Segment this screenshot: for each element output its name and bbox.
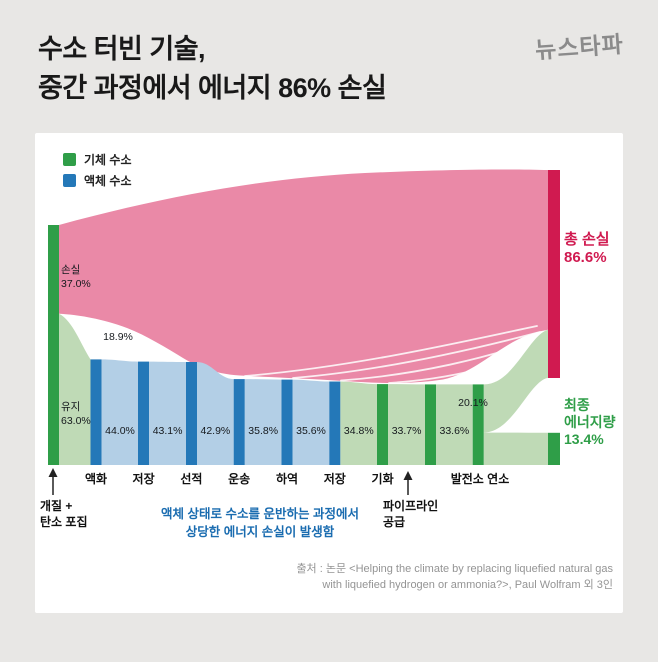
final-energy-label: 최종 에너지량 13.4%: [564, 397, 616, 447]
flow-keep-start: [59, 313, 91, 465]
gas-color-swatch: [63, 153, 76, 166]
bar-final-energy: [548, 432, 560, 465]
chart-legend: 기체 수소 액체 수소: [63, 149, 132, 191]
axis-storage-2: 저장: [323, 472, 346, 486]
legend-label-liquid: 액체 수소: [84, 174, 132, 188]
bar-powerplant: [472, 384, 484, 465]
value-transport: 35.8%: [248, 425, 279, 437]
axis-unloading: 하역: [275, 472, 299, 486]
source-note: 출처 : 논문 <Helping the climate by replacin…: [296, 563, 613, 591]
bar-start: [48, 225, 59, 465]
axis-liquefaction: 액화: [84, 472, 108, 486]
bar-total-loss: [548, 170, 560, 378]
axis-powerplant: 발전소 연소: [450, 472, 510, 486]
value-unloading: 35.6%: [296, 425, 326, 437]
flow-total-loss: [59, 169, 548, 384]
flow-combustion-loss: [483, 329, 548, 433]
legend-item-gas: 기체 수소: [63, 149, 132, 170]
value-liquefaction: 44.0%: [105, 425, 135, 437]
reforming-arrow: [48, 468, 58, 495]
bar-transport: [233, 379, 245, 465]
chart-card: 기체 수소 액체 수소 손실 37.0% 유지 63.0% 18.9% 20.1…: [35, 133, 623, 613]
value-pipeline: 33.6%: [439, 425, 470, 437]
bar-storage-2: [329, 381, 341, 465]
flow-final-energy: [483, 432, 548, 465]
liquid-color-swatch: [63, 174, 76, 187]
title-line-1: 수소 터빈 기술,: [38, 34, 206, 64]
start-keep-label: 유지 63.0%: [61, 401, 91, 427]
bar-liquefaction: [90, 359, 102, 465]
liquefaction-loss-label: 18.9%: [103, 331, 133, 343]
value-storage-2: 34.8%: [343, 425, 374, 437]
flow-gas-bands: [340, 329, 548, 465]
bar-unloading: [281, 379, 293, 465]
pipeline-annotation: 파이프라인 공급: [383, 499, 439, 529]
liquid-transport-note: 액체 상태로 수소를 운반하는 과정에서 상당한 에너지 손실이 발생함: [161, 507, 359, 539]
pipeline-arrow: [403, 471, 413, 495]
axis-vaporization: 기화: [371, 472, 394, 486]
title-line-2: 중간 과정에서 에너지 86% 손실: [38, 73, 387, 103]
combustion-loss-label: 20.1%: [458, 397, 488, 409]
legend-label-gas: 기체 수소: [84, 153, 132, 167]
bar-storage-1: [138, 361, 149, 465]
value-storage-1: 43.1%: [152, 425, 183, 437]
flow-liquid-bands: [101, 359, 330, 465]
sankey-chart: [48, 169, 560, 495]
bar-pipeline: [425, 384, 436, 465]
legend-item-liquid: 액체 수소: [63, 170, 132, 191]
total-loss-label: 총 손실 86.6%: [564, 231, 610, 266]
value-vaporization: 33.7%: [391, 425, 422, 437]
bar-loading: [186, 362, 197, 465]
start-loss-label: 손실 37.0%: [61, 264, 91, 290]
axis-storage-1: 저장: [132, 472, 155, 486]
reforming-annotation: 개질 + 탄소 포집: [40, 499, 88, 529]
newstapa-logo: 뉴스타파: [534, 30, 625, 64]
axis-loading: 선적: [180, 472, 203, 486]
axis-transport: 운송: [228, 472, 251, 486]
value-loading: 42.9%: [200, 425, 231, 437]
bar-vaporization: [377, 384, 388, 465]
page-title: 수소 터빈 기술, 중간 과정에서 에너지 86% 손실: [38, 30, 387, 108]
